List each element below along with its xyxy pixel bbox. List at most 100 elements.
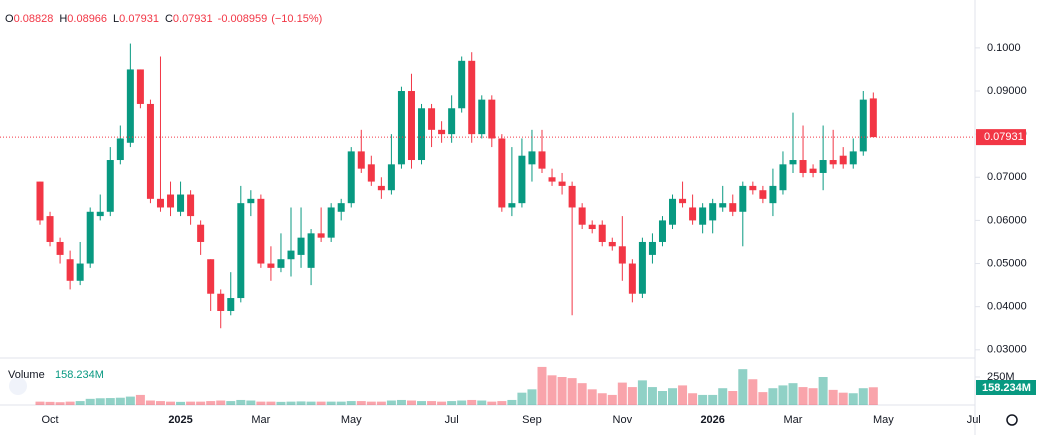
candle-body [608,241,616,247]
volume-bar [487,401,497,405]
volume-bar [95,398,105,405]
candle-body [749,185,757,191]
candle-body [568,185,576,208]
volume-bar [858,388,868,405]
candle-body [618,246,626,264]
volume-bar [708,394,718,405]
candle-body [387,164,395,191]
change-pct: (−10.15%) [271,13,322,25]
y-tick-label: 0.05000 [987,257,1027,269]
x-tick-label: 2026 [700,414,724,426]
volume-bar [206,401,216,405]
x-tick-label: Sep [522,414,542,426]
candle-body [789,160,797,165]
candle-body [699,207,707,225]
volume-bar [828,389,838,405]
volume-bar [637,380,647,405]
candle-body [669,198,677,225]
x-tick-label: Oct [41,414,58,426]
volume-bar [868,387,878,405]
candle-body [327,207,335,238]
candle-body [679,198,687,204]
volume-bar [45,401,55,405]
candle-body [187,194,195,217]
logo[interactable] [9,377,27,395]
candle-body [648,241,656,255]
candle-body [478,99,486,135]
candle-body [729,203,737,212]
volume-bar [186,401,196,405]
candle-body [227,298,235,311]
candle-body [578,207,586,225]
settings-icon[interactable] [1006,414,1018,426]
volume-tick-label: 250M [987,371,1015,383]
volume-bar [125,396,135,405]
candle-body [598,224,606,242]
candle-body [658,220,666,242]
candle-body [458,60,466,109]
volume-bar [406,400,416,405]
volume-bar [627,387,637,405]
volume-bar [728,391,738,405]
candle-body [638,241,646,294]
volume-bar [376,401,386,405]
y-tick-label: 0.03000 [987,344,1027,356]
volume-bar [236,399,246,405]
candle-body [197,224,205,242]
volume-bar [678,385,688,405]
candle-body [438,129,446,135]
volume-title: Volume [8,369,45,381]
candle-body [237,203,245,299]
candle-body [297,237,305,255]
candle-body [719,203,727,208]
y-tick-label: 0.07000 [987,171,1027,183]
candle-body [418,108,426,161]
volume-bar [135,394,145,405]
candle-body [277,259,285,268]
candle-body [508,203,516,208]
volume-bar [507,399,517,405]
volume-bar [497,401,507,405]
ohlc-label: C [165,13,173,25]
volume-bar [256,401,266,405]
candle-body [518,155,526,204]
candle-body [397,91,405,165]
volume-bar [768,388,778,405]
volume-bar [115,397,125,405]
candle-body [558,181,566,186]
volume-bar [607,394,617,405]
volume-bar [326,401,336,405]
volume-bar [718,388,728,405]
candle-body [357,151,365,169]
volume-bar [557,377,567,405]
candle-body [156,198,164,208]
volume-bar [688,393,698,405]
candle-body [839,155,847,165]
candle-body [177,194,185,212]
ohlc-text: O0.08828 H0.08966 L0.07931 C0.07931 -0.00895… [5,13,322,25]
candle-body [126,69,134,143]
volume-bar [818,377,828,405]
candle-body [257,198,265,264]
ohlc-label: L [113,13,119,25]
last-price-label: 0.07931 [984,131,1024,143]
ohlc-value: 0.07931 [119,13,159,25]
volume-bar [386,400,396,405]
volume-bar [738,369,748,405]
candle-body [247,198,255,204]
x-tick-label: Mar [251,414,270,426]
volume-bar [216,400,226,405]
y-tick-label: 0.04000 [987,301,1027,313]
candle-body [66,259,74,281]
candle-body [337,203,345,212]
y-tick-label: 0.09000 [987,85,1027,97]
volume-bar [276,401,286,405]
candle-body [829,160,837,165]
candle-body [146,103,154,199]
volume-bar [778,385,788,405]
volume-bar [647,387,657,405]
candle-body [468,60,476,135]
volume-bar [477,400,487,405]
volume-bar [356,401,366,405]
